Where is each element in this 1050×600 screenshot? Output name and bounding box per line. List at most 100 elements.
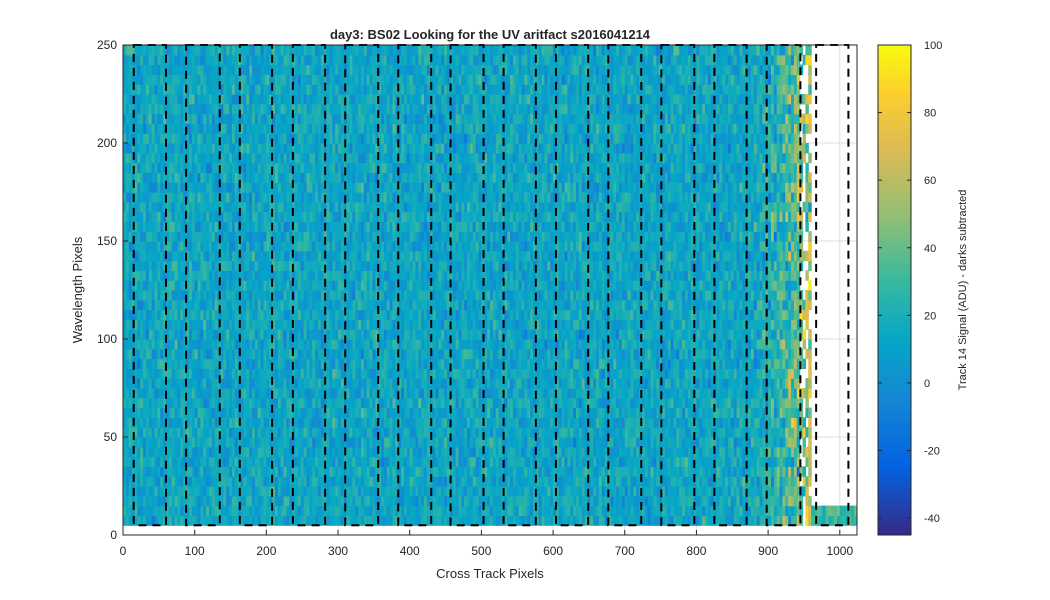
heatmap-cell — [340, 378, 345, 389]
heatmap-cell — [163, 339, 167, 350]
heatmap-cell — [166, 103, 170, 115]
heatmap-cell — [246, 123, 250, 134]
heatmap-cell — [134, 397, 138, 409]
heatmap-cell — [266, 84, 270, 95]
heatmap-cell — [148, 201, 153, 213]
heatmap-cell — [274, 417, 279, 428]
heatmap-cell — [125, 388, 130, 399]
heatmap-cell — [292, 309, 296, 320]
heatmap-cell — [229, 299, 233, 311]
heatmap-cell — [243, 407, 247, 418]
heatmap-cell — [272, 505, 276, 516]
heatmap-cell — [171, 486, 176, 497]
heatmap-cell — [171, 407, 176, 418]
heatmap-cell — [246, 505, 250, 516]
heatmap-cell — [168, 309, 173, 320]
heatmap-cell — [243, 437, 247, 448]
heatmap-cell — [300, 456, 305, 467]
heatmap-cell — [128, 54, 133, 66]
heatmap-cell — [326, 133, 331, 144]
heatmap-cell — [317, 456, 322, 467]
heatmap-cell — [274, 162, 279, 173]
heatmap-cell — [289, 172, 293, 183]
heatmap-cell — [166, 143, 170, 154]
heatmap-cell — [143, 417, 147, 428]
heatmap-cell — [188, 476, 193, 487]
heatmap-cell — [223, 515, 227, 526]
heatmap-cell — [137, 358, 141, 369]
heatmap-cell — [151, 348, 156, 360]
heatmap-cell — [240, 329, 245, 340]
heatmap-cell — [326, 103, 331, 115]
heatmap-cell — [180, 378, 184, 389]
heatmap-cell — [338, 250, 342, 262]
heatmap-cell — [340, 299, 345, 311]
heatmap-cell — [140, 241, 144, 252]
heatmap-cell — [269, 378, 273, 389]
heatmap-cell — [231, 378, 236, 389]
heatmap-cell — [226, 133, 230, 144]
heatmap-cell — [349, 260, 353, 271]
heatmap-cell — [145, 280, 150, 291]
heatmap-cell — [128, 505, 133, 516]
heatmap-cell — [254, 250, 259, 262]
heatmap-cell — [283, 397, 288, 409]
heatmap-cell — [197, 64, 202, 75]
heatmap-cell — [168, 456, 173, 467]
heatmap-cell — [254, 94, 259, 105]
heatmap-cell — [349, 201, 353, 213]
heatmap-cell — [343, 397, 348, 409]
heatmap-cell — [303, 172, 308, 183]
heatmap-cell — [125, 417, 130, 428]
heatmap-cell — [323, 113, 328, 124]
heatmap-cell — [286, 280, 290, 291]
heatmap-cell — [180, 45, 184, 56]
heatmap-cell — [274, 309, 279, 320]
heatmap-cell — [295, 329, 299, 340]
heatmap-cell — [166, 437, 170, 448]
heatmap-cell — [254, 407, 259, 418]
heatmap-cell — [177, 417, 181, 428]
heatmap-cell — [229, 260, 233, 271]
heatmap-cell — [300, 152, 305, 164]
heatmap-cell — [194, 152, 199, 164]
heatmap-cell — [326, 123, 331, 134]
heatmap-cell — [246, 456, 250, 467]
heatmap-cell — [243, 152, 247, 164]
heatmap-cell — [171, 133, 176, 144]
heatmap-cell — [274, 64, 279, 75]
heatmap-cell — [166, 152, 170, 164]
heatmap-cell — [277, 241, 282, 252]
heatmap-cell — [154, 74, 159, 85]
heatmap-cell — [134, 476, 138, 487]
heatmap-cell — [326, 446, 331, 458]
heatmap-cell — [191, 437, 196, 448]
heatmap-cell — [297, 162, 302, 173]
heatmap-cell — [211, 221, 216, 232]
heatmap-cell — [309, 456, 313, 467]
heatmap-cell — [306, 172, 310, 183]
heatmap-cell — [154, 221, 159, 232]
heatmap-cell — [335, 466, 339, 477]
heatmap-cell — [217, 45, 222, 56]
heatmap-cell — [320, 309, 325, 320]
heatmap-cell — [312, 201, 316, 213]
heatmap-cell — [123, 250, 127, 262]
heatmap-cell — [177, 505, 181, 516]
heatmap-cell — [197, 368, 202, 379]
heatmap-cell — [297, 358, 302, 369]
heatmap-cell — [266, 152, 270, 164]
heatmap-cell — [283, 241, 288, 252]
heatmap-cell — [280, 407, 285, 418]
heatmap-cell — [332, 250, 336, 262]
heatmap-cell — [177, 407, 181, 418]
heatmap-cell — [326, 486, 331, 497]
heatmap-cell — [154, 505, 159, 516]
heatmap-cell — [203, 397, 207, 409]
heatmap-cell — [292, 456, 296, 467]
heatmap-cell — [206, 329, 210, 340]
heatmap-cell — [174, 388, 179, 399]
heatmap-cell — [171, 388, 176, 399]
heatmap-cell — [234, 339, 239, 350]
heatmap-cell — [211, 290, 216, 301]
